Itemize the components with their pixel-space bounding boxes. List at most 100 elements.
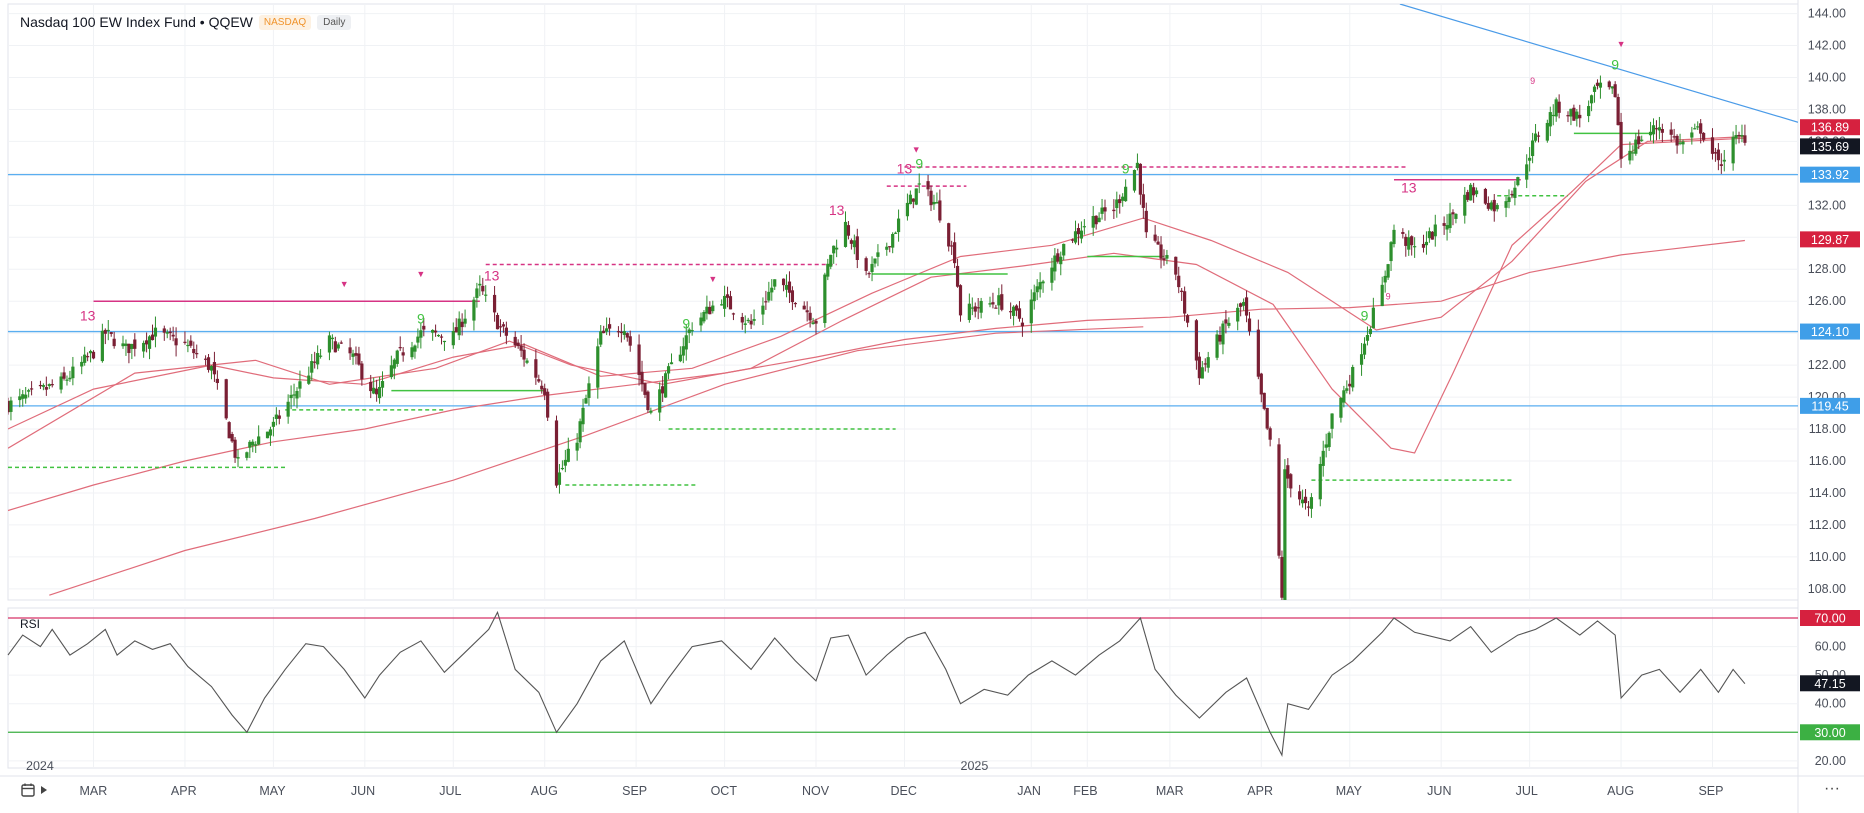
candle-body (814, 320, 818, 324)
y-tick-label: 144.00 (1808, 7, 1846, 21)
more-options-icon[interactable]: ··· (1824, 780, 1840, 797)
price-tag-bg (1800, 166, 1860, 183)
candle-body (439, 336, 444, 338)
candle-body (1177, 275, 1181, 288)
candle-body (888, 246, 892, 248)
play-triangle-icon[interactable] (40, 785, 48, 795)
candle-body (454, 327, 458, 333)
candle-body (826, 263, 830, 277)
symbol-title[interactable]: Nasdaq 100 EW Index Fund • QQEW (20, 14, 253, 30)
candle-body (720, 304, 724, 306)
candle-body (1551, 114, 1555, 117)
candle-body (144, 340, 149, 345)
candle-body (1696, 126, 1700, 128)
y-tick-label: 126.00 (1808, 294, 1846, 308)
candle-body (86, 356, 90, 358)
candle-body (793, 302, 797, 305)
candle-body (212, 362, 217, 375)
candle-body (1124, 186, 1128, 202)
candle-body (896, 218, 901, 233)
candle-body (873, 258, 877, 264)
candle-body (1610, 86, 1614, 89)
candle-body (708, 306, 712, 315)
x-tick-label: MAY (1336, 784, 1363, 798)
candle-body (870, 263, 874, 273)
td-count-marker: 13 (80, 307, 96, 323)
candle-body (1448, 213, 1452, 229)
candle-body (277, 415, 281, 419)
candle-body (195, 353, 199, 355)
candle-body (566, 448, 570, 462)
candle-body (268, 429, 273, 436)
candle-body (867, 273, 871, 275)
y-tick-label: 114.00 (1809, 486, 1846, 500)
candle-body (1557, 101, 1561, 113)
candle-body (519, 345, 523, 351)
candle-body (460, 321, 464, 328)
candle-body (1359, 354, 1364, 365)
candle-body (1651, 125, 1656, 135)
candle-body (71, 366, 75, 379)
td-count-marker: ▼ (1617, 39, 1626, 49)
candle-body (254, 444, 258, 446)
calendar-icon[interactable] (20, 782, 36, 798)
candle-body (162, 328, 166, 333)
candle-body (1115, 199, 1119, 209)
x-tick-label: JUL (1516, 784, 1538, 798)
candle-body (257, 436, 261, 445)
candle-body (1427, 231, 1431, 239)
y-tick-label: 110.00 (1809, 550, 1846, 564)
candle-body (142, 342, 146, 352)
candle-body (891, 234, 895, 248)
candle-body (1569, 108, 1573, 117)
candle-body (1321, 450, 1325, 466)
y-tick-label: 108.00 (1808, 582, 1846, 596)
candle-body (914, 188, 918, 205)
candle-body (1660, 129, 1664, 133)
candle-body (1035, 286, 1039, 293)
candle-body (1516, 177, 1520, 186)
candle-body (599, 331, 603, 345)
candle-body (1306, 506, 1311, 508)
candle-body (478, 283, 482, 286)
candle-body (330, 337, 334, 340)
candle-body (728, 296, 733, 310)
candle-body (1413, 246, 1417, 248)
candle-body (127, 343, 131, 354)
x-tick-label: NOV (802, 784, 830, 798)
candle-body (183, 341, 187, 343)
candle-body (1504, 201, 1508, 208)
x-tick-label: JUN (351, 784, 375, 798)
candle-body (1713, 152, 1718, 154)
candle-body (475, 288, 479, 298)
candle-body (189, 340, 193, 346)
candle-body (935, 202, 939, 204)
candle-body (743, 323, 747, 325)
candle-body (1607, 81, 1611, 88)
candle-body (398, 347, 402, 349)
interval-badge[interactable]: Daily (317, 14, 352, 30)
candle-body (917, 183, 921, 185)
candle-body (687, 329, 691, 334)
candle-body (684, 335, 688, 350)
candle-body (540, 385, 544, 390)
candle-body (1097, 217, 1101, 223)
candle-body (1472, 187, 1476, 196)
candle-body (1631, 152, 1635, 154)
date-range-control[interactable] (20, 782, 48, 798)
candle-body (1737, 134, 1741, 137)
candle-body (1091, 215, 1095, 228)
candle-body (1300, 499, 1305, 504)
candle-body (1185, 315, 1190, 323)
candle-body (1327, 432, 1331, 448)
candle-body (905, 202, 910, 217)
candle-body (702, 311, 706, 322)
y-tick-label: 140.00 (1808, 71, 1846, 85)
candle-body (1433, 224, 1437, 237)
candle-body (746, 319, 750, 322)
candle-body (1513, 187, 1517, 198)
candle-body (1424, 241, 1429, 246)
candle-body (1587, 106, 1591, 117)
candle-body (1734, 135, 1738, 139)
